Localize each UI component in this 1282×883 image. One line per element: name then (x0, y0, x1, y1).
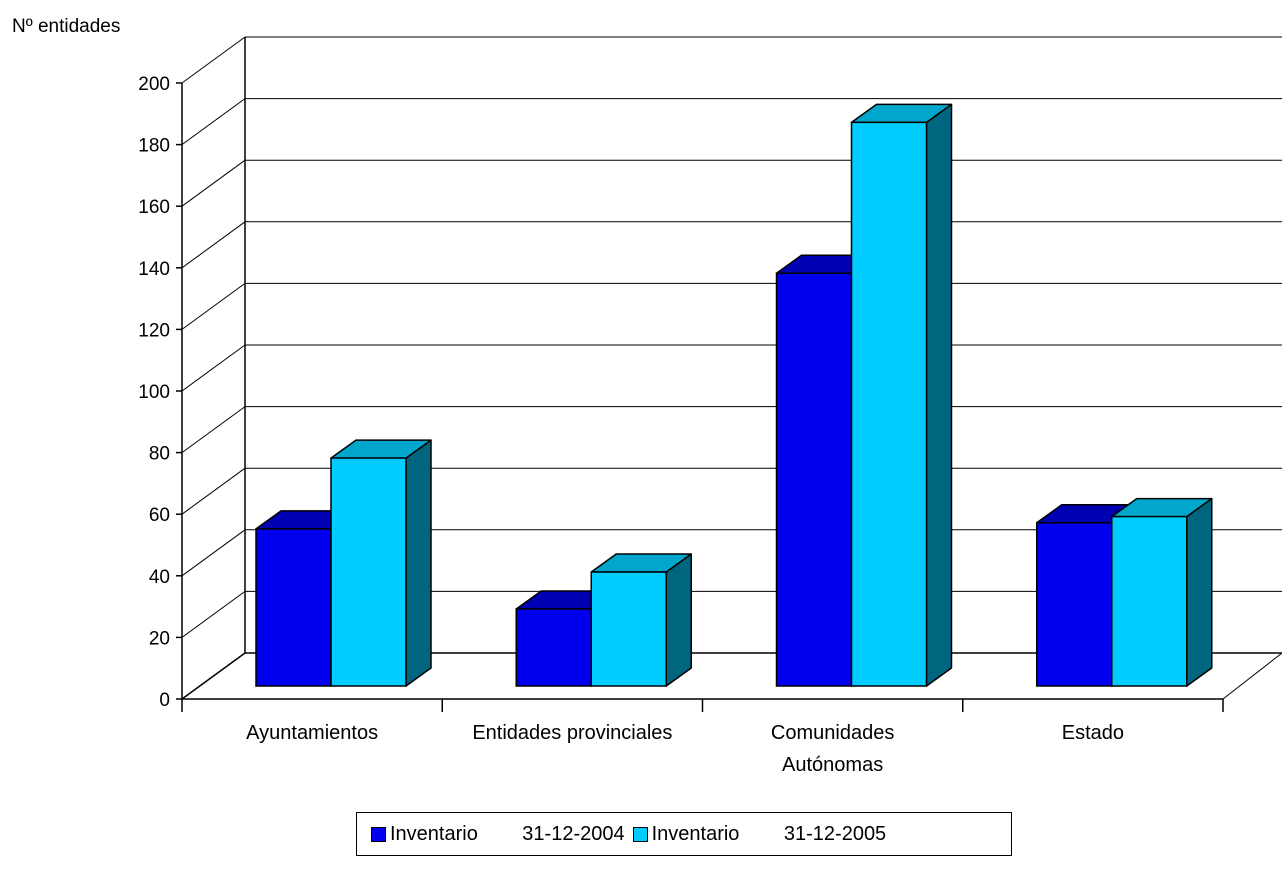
side-wall-line-3 (181, 467, 246, 515)
y-tick-label-8: 160 (138, 197, 170, 218)
y-tick-label-3: 60 (149, 505, 170, 526)
legend-label-2005: Inventario 31-12-2005 (651, 822, 887, 845)
x-label-0: Ayuntamientos (246, 722, 378, 744)
legend-swatch-2005 (632, 826, 648, 842)
side-wall-line-1 (181, 590, 246, 638)
side-wall-line-7 (181, 221, 246, 269)
floor (182, 653, 1282, 699)
x-label-3: Estado (1062, 722, 1124, 744)
y-tick-label-5: 100 (138, 382, 170, 403)
x-label-2-1: Autónomas (782, 754, 883, 776)
side-wall-line-8 (181, 159, 246, 207)
bar-1-2-side (925, 103, 953, 687)
bar-0-1 (515, 608, 592, 687)
y-tick-label-9: 180 (138, 136, 170, 157)
side-wall-line-5 (181, 344, 246, 392)
legend-swatch-2004 (371, 826, 386, 842)
bar-1-0-side (405, 439, 432, 687)
y-tick-label-10: 200 (138, 74, 170, 95)
legend-label-2004: Inventario 31-12-2004 (390, 822, 625, 845)
bar-1-2 (850, 121, 928, 687)
legend-item-2005: Inventario 31-12-2005 (632, 822, 887, 846)
floor-right-edge (1222, 652, 1282, 700)
x-label-2-0: Comunidades (771, 722, 894, 744)
side-wall-line-4 (181, 406, 246, 454)
y-tick-label-7: 140 (138, 259, 170, 280)
bar-1-0 (330, 457, 407, 687)
legend: Inventario 31-12-2004 Inventario 31-12-2… (356, 812, 1012, 856)
side-wall-line-9 (181, 98, 246, 146)
y-axis-label: Nº entidades (12, 16, 121, 37)
side-wall-line-10 (181, 36, 246, 84)
bar-0-2 (775, 272, 853, 687)
y-tick-label-0: 0 (159, 690, 170, 711)
bar-1-1-side (665, 553, 692, 687)
side-wall-line-2 (181, 529, 246, 577)
bar-1-3-side (1186, 497, 1213, 687)
y-tick-label-1: 20 (149, 628, 170, 649)
bar-1-1 (590, 571, 667, 687)
x-label-1: Entidades provinciales (472, 722, 672, 744)
side-wall-line-6 (181, 282, 246, 330)
bar-0-3 (1036, 522, 1113, 687)
floor-left-edge (181, 652, 246, 700)
y-tick-label-2: 40 (149, 567, 170, 588)
y-tick-label-4: 80 (149, 444, 170, 465)
legend-item-2004: Inventario 31-12-2004 (371, 823, 625, 846)
y-tick-label-6: 120 (138, 320, 170, 341)
bar-1-3 (1111, 515, 1188, 687)
bar-0-0 (255, 528, 332, 687)
